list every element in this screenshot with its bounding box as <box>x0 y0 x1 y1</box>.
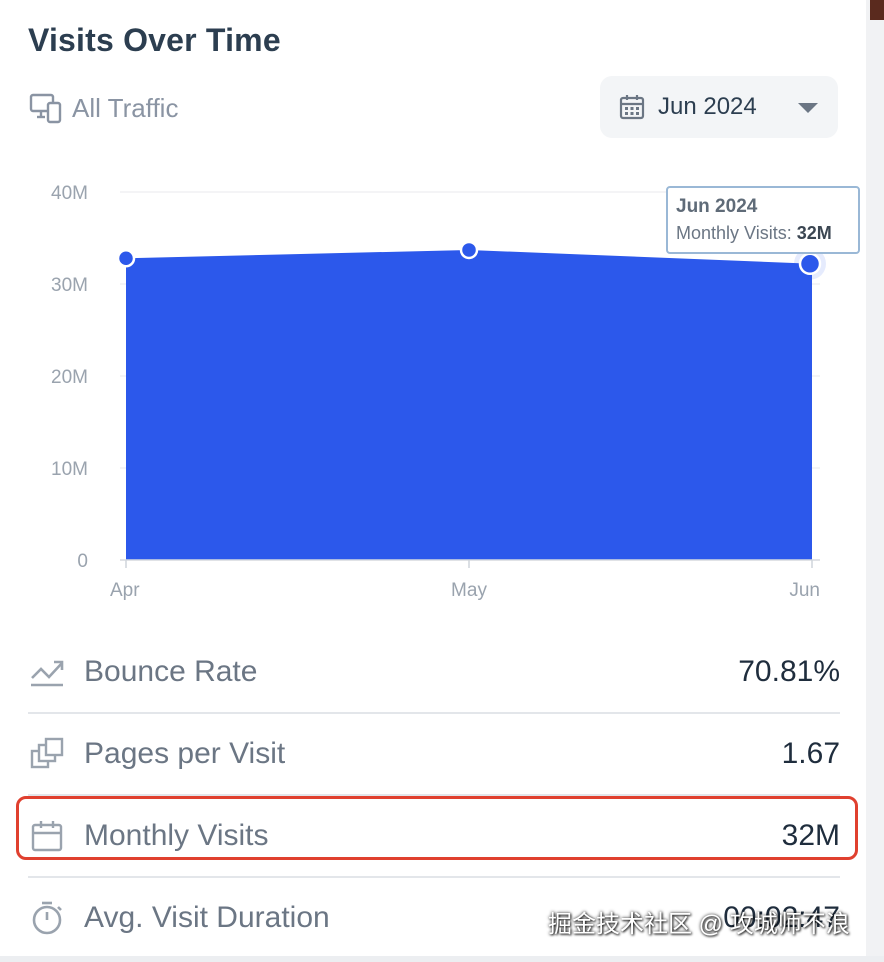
bounce-rate-icon <box>28 653 66 691</box>
metric-divider <box>28 794 840 796</box>
tooltip-line: Monthly Visits: 32M <box>676 223 858 244</box>
y-tick-label: 30M <box>51 275 88 296</box>
data-point <box>798 252 822 276</box>
y-tick-label: 40M <box>51 183 88 204</box>
metric-value: 1.67 <box>781 737 840 770</box>
widget-title: Visits Over Time <box>28 22 281 58</box>
metric-bounce-rate: Bounce Rate 70.81% <box>28 642 840 702</box>
x-tick-label: Apr <box>110 580 140 601</box>
metric-avg-visit-duration: Avg. Visit Duration 00:02:47 <box>28 888 840 948</box>
tooltip-label: Monthly Visits: <box>676 223 792 243</box>
traffic-filter-label: All Traffic <box>72 92 179 123</box>
chart-tooltip: Jun 2024 Monthly Visits: 32M <box>666 186 860 254</box>
date-selector[interactable]: Jun 2024 <box>600 76 838 138</box>
calendar-icon <box>28 817 66 855</box>
data-point <box>116 248 136 268</box>
pages-icon <box>28 735 66 773</box>
metric-divider <box>28 712 840 714</box>
metric-label: Monthly Visits <box>84 819 269 852</box>
stopwatch-icon <box>28 899 66 937</box>
visits-area-chart: 0 10M 20M 30M 40M Apr May Jun <box>51 183 826 601</box>
y-tick-label: 0 <box>77 551 88 572</box>
x-tick-label: Jun <box>789 580 820 601</box>
metric-monthly-visits: Monthly Visits 32M <box>28 806 840 866</box>
tooltip-value: 32M <box>796 223 832 243</box>
visits-area <box>126 249 812 560</box>
metric-value: 70.81% <box>738 655 840 688</box>
metric-label: Pages per Visit <box>84 737 286 770</box>
chevron-down-icon <box>798 103 818 113</box>
page-bottom-strip <box>0 956 884 962</box>
devices-icon <box>28 91 64 125</box>
metric-pages-per-visit: Pages per Visit 1.67 <box>28 724 840 784</box>
y-tick-label: 20M <box>51 367 88 388</box>
data-point <box>459 240 479 260</box>
y-tick-label: 10M <box>51 459 88 480</box>
metric-divider <box>28 876 840 878</box>
x-tick-label: May <box>451 580 487 601</box>
date-selector-value: Jun 2024 <box>658 93 757 120</box>
metric-label: Bounce Rate <box>84 655 258 688</box>
calendar-icon <box>618 93 646 121</box>
metric-value: 32M <box>781 819 840 852</box>
tooltip-title: Jun 2024 <box>676 196 758 217</box>
page-edge-accent <box>870 0 884 20</box>
traffic-filter[interactable]: All Traffic <box>28 90 178 126</box>
metric-label: Avg. Visit Duration <box>84 901 330 934</box>
monthly-visits-highlight-box <box>16 796 858 860</box>
metric-value: 00:02:47 <box>723 901 840 934</box>
watermark: 掘金技术社区 @ 攻城师不浪 <box>548 911 850 938</box>
page-edge-strip <box>866 0 884 962</box>
